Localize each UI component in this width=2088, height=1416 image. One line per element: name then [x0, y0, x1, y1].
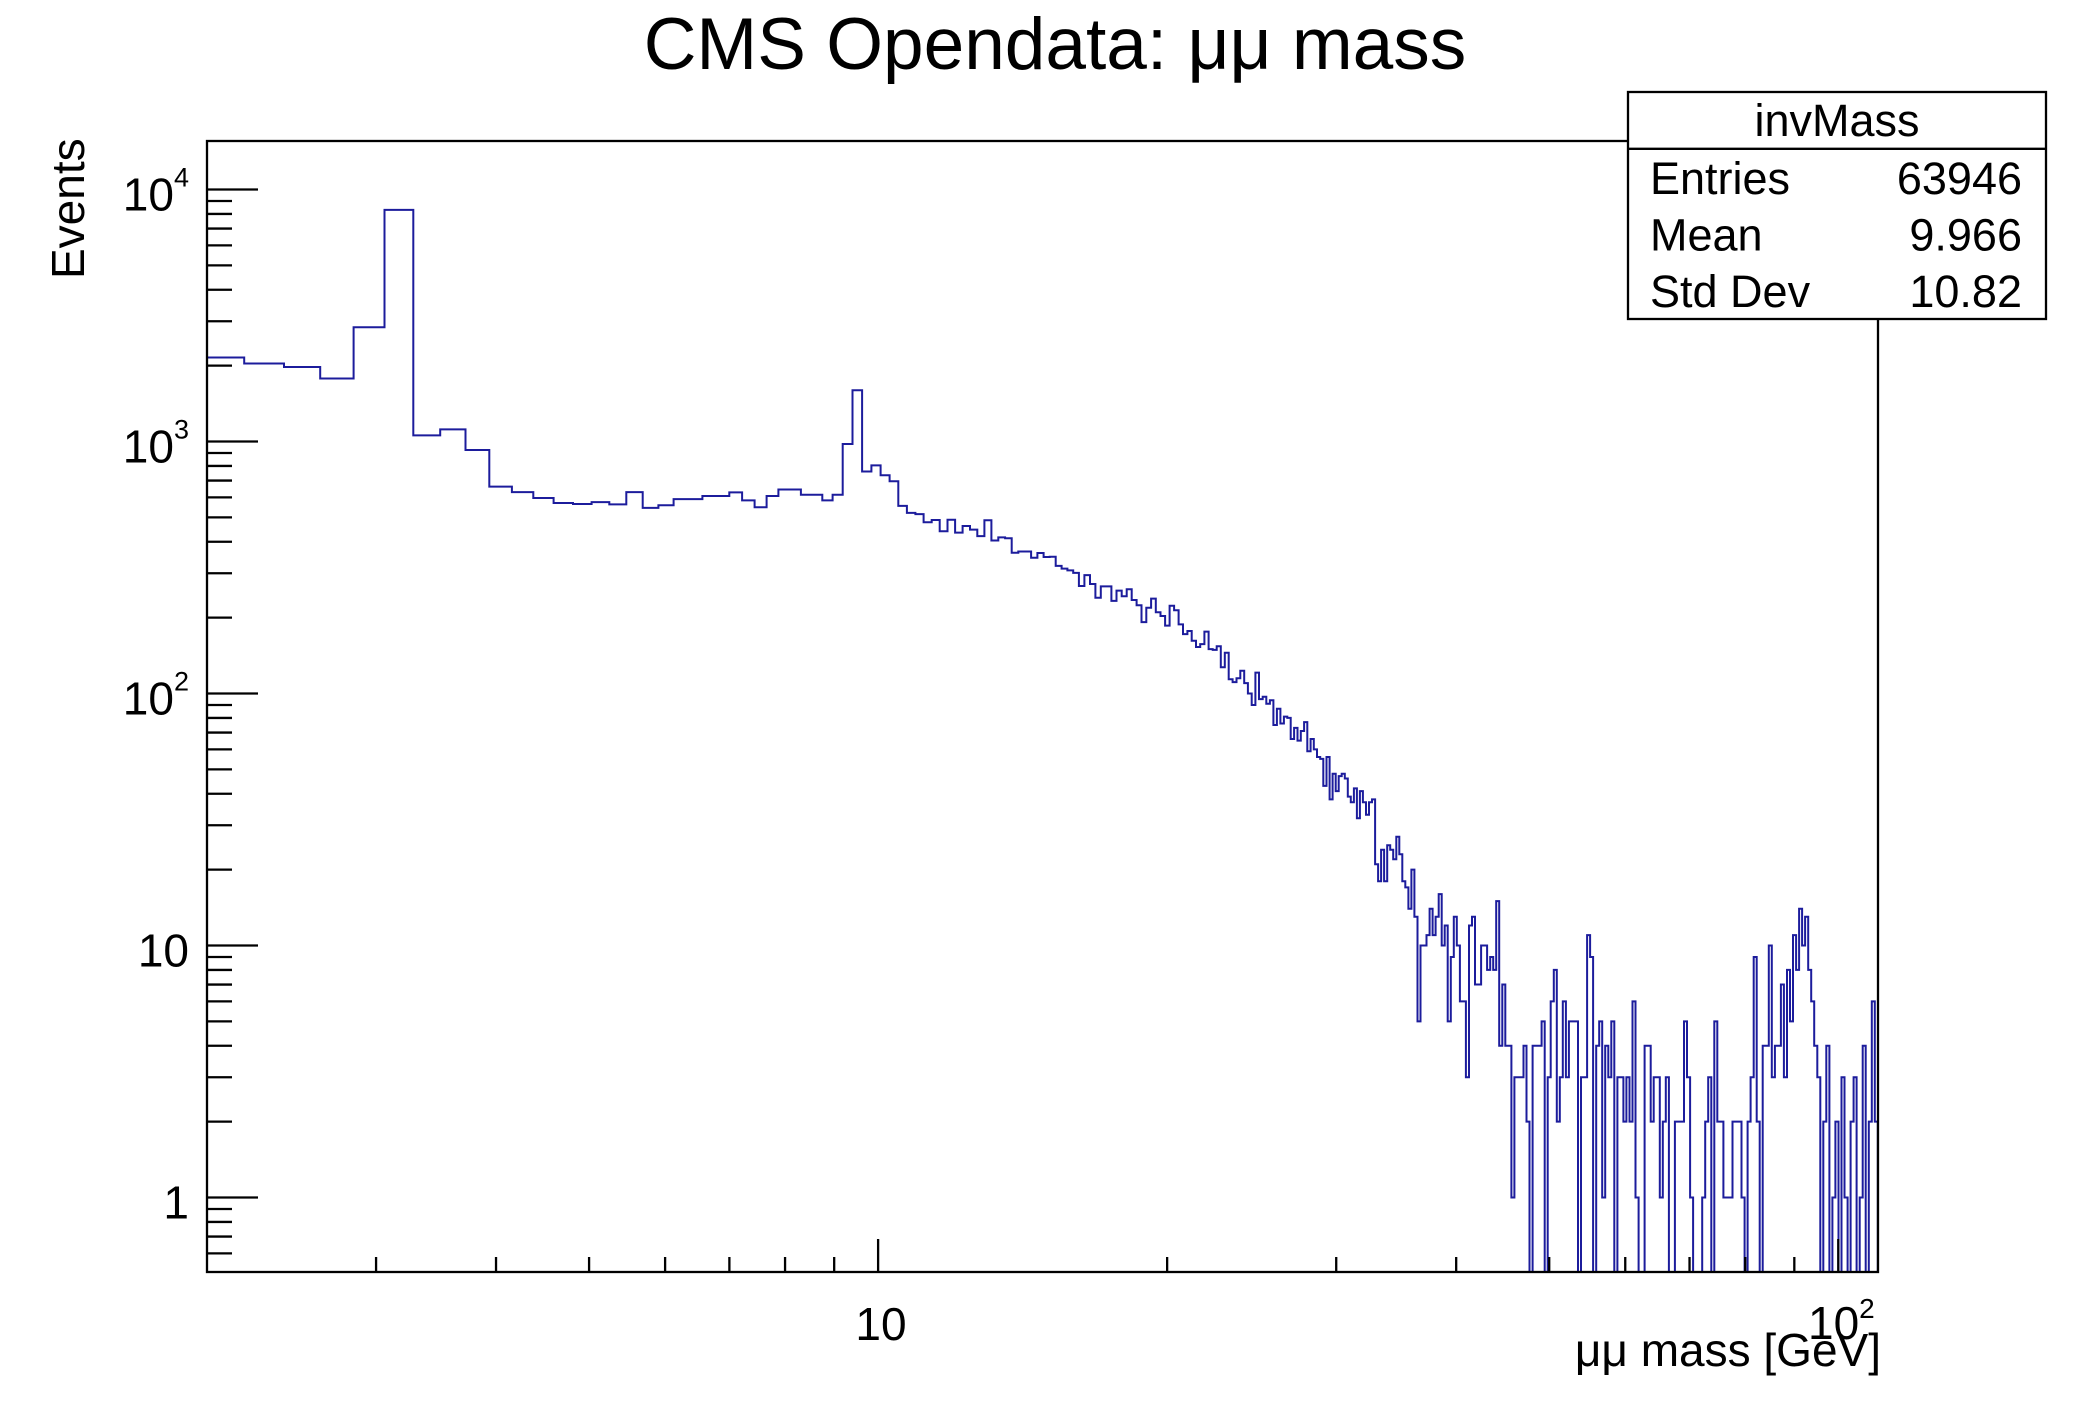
svg-text:63946: 63946 — [1897, 153, 2022, 204]
svg-text:Events: Events — [42, 138, 94, 279]
svg-text:CMS Opendata: μμ mass: CMS Opendata: μμ mass — [644, 4, 1467, 85]
svg-text:invMass: invMass — [1754, 95, 1919, 146]
svg-text:Entries: Entries — [1650, 153, 1790, 204]
svg-text:1: 1 — [163, 1177, 189, 1229]
svg-text:10: 10 — [138, 925, 189, 977]
svg-text:Std Dev: Std Dev — [1650, 266, 1811, 317]
svg-text:10.82: 10.82 — [1909, 266, 2022, 317]
svg-text:9.966: 9.966 — [1909, 210, 2022, 261]
svg-text:μμ mass [GeV]: μμ mass [GeV] — [1575, 1324, 1881, 1376]
svg-text:10: 10 — [855, 1298, 906, 1350]
svg-text:Mean: Mean — [1650, 210, 1763, 261]
